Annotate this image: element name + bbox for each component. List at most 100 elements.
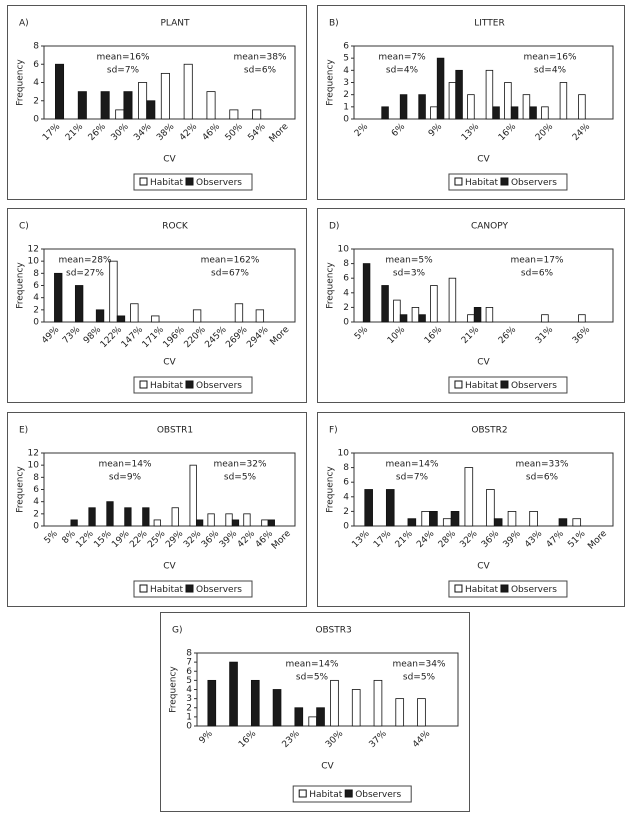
y-tick-label: 2 xyxy=(343,303,349,313)
bar xyxy=(146,100,156,120)
y-tick-label: 10 xyxy=(28,461,40,471)
y-tick-label: 8 xyxy=(343,259,349,269)
legend-label: Observers xyxy=(511,178,557,188)
bar xyxy=(229,661,238,727)
chart-title: CANOPY xyxy=(471,222,508,232)
bar xyxy=(485,307,494,323)
y-tick-label: 4 xyxy=(186,685,192,695)
legend-swatch xyxy=(139,177,148,186)
bar xyxy=(411,307,420,323)
y-tick-label: 3 xyxy=(186,694,192,704)
y-tick-label: 8 xyxy=(33,473,39,483)
y-tick-label: 4 xyxy=(343,492,349,502)
bar xyxy=(510,106,519,120)
y-axis-label: Frequency xyxy=(16,262,26,309)
bar xyxy=(192,309,202,323)
bar xyxy=(485,69,494,120)
bar xyxy=(207,513,215,527)
bar xyxy=(351,689,361,727)
bar xyxy=(430,106,438,120)
y-axis-label: Frequency xyxy=(326,59,336,106)
bar xyxy=(493,518,503,527)
y-axis-label: Frequency xyxy=(169,666,179,713)
legend-swatch xyxy=(298,789,307,798)
bar xyxy=(364,489,373,527)
legend-label: Habitat xyxy=(309,790,343,800)
y-tick-label: 2 xyxy=(33,305,39,315)
annotation: mean=16% xyxy=(96,53,150,63)
y-tick-label: 6 xyxy=(186,667,192,677)
annotation: mean=14% xyxy=(98,460,152,470)
legend-label: Observers xyxy=(196,585,242,595)
bar xyxy=(294,707,304,727)
y-axis-label: Frequency xyxy=(16,466,26,513)
annotation: sd=6% xyxy=(521,269,554,279)
bar xyxy=(455,69,463,120)
chart-title: OBSTR1 xyxy=(157,426,193,436)
bar xyxy=(362,263,371,323)
y-tick-label: 6 xyxy=(343,478,349,488)
y-axis-label: Frequency xyxy=(326,262,336,309)
x-axis-label: CV xyxy=(477,358,490,368)
annotation: sd=5% xyxy=(296,673,329,683)
y-tick-label: 1 xyxy=(343,102,349,112)
bar xyxy=(243,513,251,527)
bar xyxy=(153,519,161,527)
bar xyxy=(421,511,430,527)
y-tick-label: 10 xyxy=(338,449,350,459)
bar xyxy=(373,679,383,727)
annotation: mean=14% xyxy=(385,460,439,470)
panel-label: A) xyxy=(19,19,29,29)
y-tick-label: 4 xyxy=(343,66,349,76)
bar xyxy=(252,109,262,120)
y-tick-label: 12 xyxy=(28,449,39,459)
legend-swatch xyxy=(500,177,509,186)
bar xyxy=(255,309,265,323)
bar xyxy=(541,106,549,120)
annotation: mean=7% xyxy=(378,53,426,63)
y-tick-label: 3 xyxy=(343,78,349,88)
annotation: mean=14% xyxy=(285,660,339,670)
panel-label: C) xyxy=(19,222,29,232)
legend-swatch xyxy=(185,380,194,389)
annotation: sd=4% xyxy=(386,66,419,76)
annotation: mean=17% xyxy=(510,256,564,266)
y-tick-label: 2 xyxy=(33,96,39,106)
bar xyxy=(138,82,148,120)
annotation: mean=16% xyxy=(523,53,577,63)
legend-label: Habitat xyxy=(465,381,499,391)
annotation: mean=38% xyxy=(233,53,287,63)
bar xyxy=(123,91,133,120)
y-axis-label: Frequency xyxy=(326,466,336,513)
bar xyxy=(448,277,457,323)
annotation: sd=6% xyxy=(526,473,559,483)
legend-swatch xyxy=(185,584,194,593)
bar xyxy=(381,106,389,120)
y-tick-label: 6 xyxy=(343,274,349,284)
annotation: mean=33% xyxy=(515,460,569,470)
y-tick-label: 2 xyxy=(343,90,349,100)
x-axis-label: CV xyxy=(163,155,176,165)
bar xyxy=(417,698,426,727)
y-axis-label: Frequency xyxy=(16,59,26,106)
bar xyxy=(160,72,170,120)
chart-title: OBSTR3 xyxy=(315,626,351,636)
panel-label: G) xyxy=(172,626,183,636)
legend-label: Observers xyxy=(196,381,242,391)
y-tick-label: 6 xyxy=(343,42,349,52)
y-tick-label: 8 xyxy=(343,463,349,473)
annotation: sd=4% xyxy=(534,66,567,76)
bar xyxy=(116,315,126,323)
legend-label: Habitat xyxy=(150,381,184,391)
panel-frame xyxy=(7,412,307,607)
legend-label: Observers xyxy=(511,585,557,595)
y-tick-label: 0 xyxy=(186,722,192,732)
bar xyxy=(308,716,318,727)
bar xyxy=(418,94,426,120)
bar xyxy=(261,519,269,527)
panel-frame xyxy=(7,5,307,200)
